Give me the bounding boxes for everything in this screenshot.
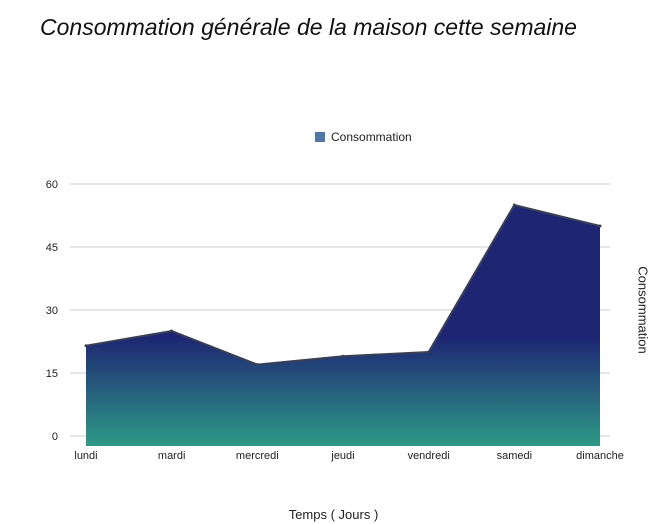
x-axis-title: Temps ( Jours ) bbox=[288, 507, 379, 522]
data-point-dimanche bbox=[598, 224, 602, 228]
data-point-mercredi bbox=[255, 363, 259, 367]
x-tick-label-jeudi: jeudi bbox=[330, 450, 354, 462]
x-tick-label-mardi: mardi bbox=[158, 450, 186, 462]
data-point-lundi bbox=[84, 344, 88, 348]
x-tick-label-vendredi: vendredi bbox=[408, 450, 450, 462]
legend-label: Consommation bbox=[331, 130, 412, 144]
legend: Consommation bbox=[315, 130, 412, 144]
legend-swatch bbox=[315, 132, 325, 142]
data-point-mardi bbox=[170, 329, 174, 333]
y-tick-label: 0 bbox=[52, 431, 58, 443]
y-tick-label: 30 bbox=[46, 305, 58, 317]
data-point-vendredi bbox=[427, 350, 431, 354]
data-point-samedi bbox=[512, 203, 516, 207]
chart-title: Consommation générale de la maison cette… bbox=[40, 14, 577, 40]
y-axis-title: Consommation bbox=[635, 266, 651, 354]
x-tick-label-dimanche: dimanche bbox=[576, 450, 624, 462]
y-tick-label: 60 bbox=[46, 179, 58, 191]
x-tick-label-mercredi: mercredi bbox=[236, 450, 279, 462]
data-point-jeudi bbox=[341, 354, 345, 358]
x-tick-label-samedi: samedi bbox=[497, 450, 532, 462]
x-tick-label-lundi: lundi bbox=[74, 450, 97, 462]
y-tick-label: 45 bbox=[46, 242, 58, 254]
area-series-consommation bbox=[86, 205, 600, 446]
y-tick-label: 15 bbox=[46, 368, 58, 380]
